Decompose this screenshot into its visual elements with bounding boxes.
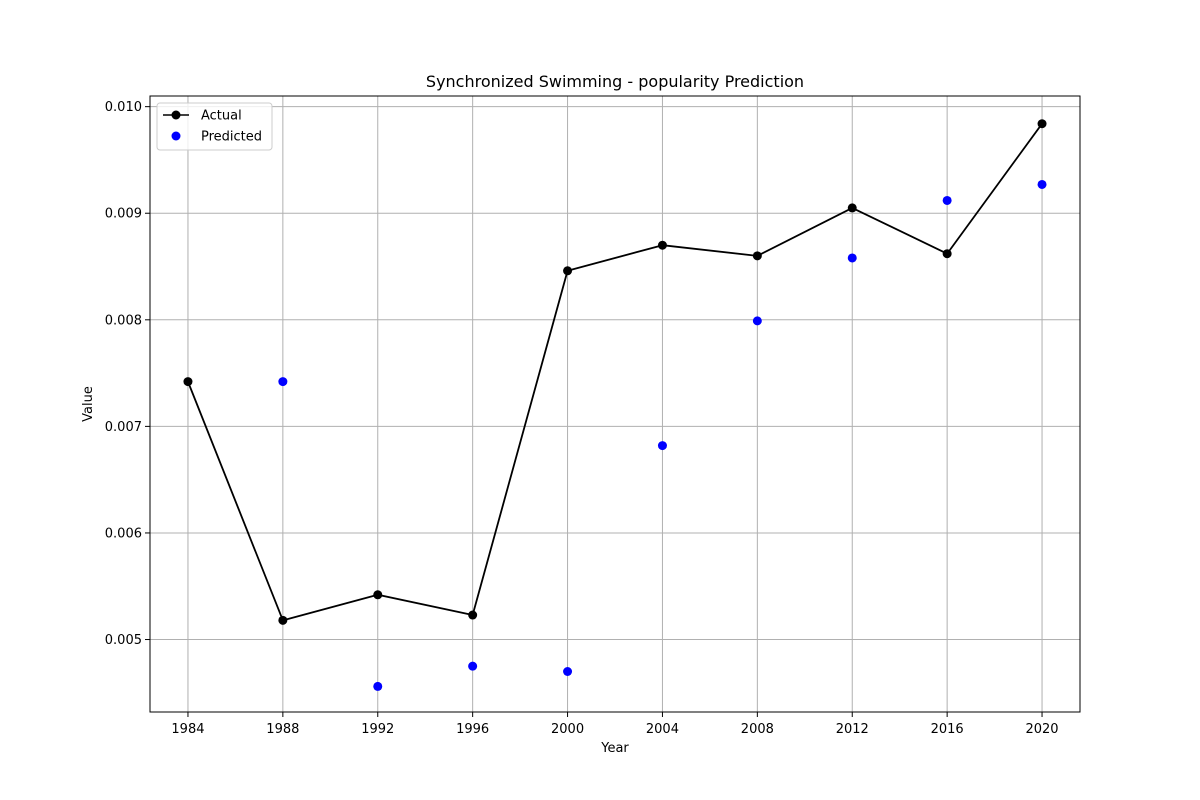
predicted-point <box>468 661 478 671</box>
y-tick-label: 0.006 <box>105 526 142 541</box>
x-axis-title: Year <box>600 741 629 756</box>
y-tick-label: 0.007 <box>105 420 142 435</box>
series-line-actual <box>187 123 1043 622</box>
x-tick-label: 2020 <box>1025 722 1058 737</box>
predicted-point <box>752 316 762 326</box>
x-tick-label: 1988 <box>266 722 299 737</box>
x-tick-label: 1996 <box>456 722 489 737</box>
predicted-point <box>657 441 667 451</box>
x-tick-label: 1984 <box>171 722 204 737</box>
y-axis-title: Value <box>81 386 96 422</box>
predicted-point <box>1037 179 1047 189</box>
predicted-point <box>373 681 383 691</box>
series-actual <box>183 119 1047 625</box>
plot-frame <box>149 95 1081 713</box>
y-tick-label: 0.010 <box>105 100 142 115</box>
actual-point <box>942 249 952 259</box>
actual-point <box>1037 119 1047 129</box>
y-tick-label: 0.009 <box>105 207 142 222</box>
x-tick-label: 2000 <box>551 722 584 737</box>
actual-point <box>563 266 573 276</box>
y-tick-label: 0.005 <box>105 633 142 648</box>
legend-actual-label: Actual <box>201 109 242 124</box>
chart-title: Synchronized Swimming - popularity Predi… <box>426 72 804 91</box>
x-tick-label: 2012 <box>836 722 869 737</box>
actual-point <box>183 377 193 387</box>
series-predicted <box>278 179 1047 691</box>
x-tick-label: 1992 <box>361 722 394 737</box>
x-tick-label: 2016 <box>931 722 964 737</box>
actual-point <box>752 251 762 261</box>
legend-actual-marker <box>171 110 181 120</box>
actual-point <box>468 610 478 620</box>
x-tick-label: 2008 <box>741 722 774 737</box>
y-tick-label: 0.008 <box>105 313 142 328</box>
legend-predicted-label: Predicted <box>201 130 262 145</box>
predicted-point <box>847 253 857 263</box>
legend-predicted-marker <box>171 131 181 141</box>
actual-point <box>373 590 383 600</box>
legend: Actual Predicted <box>156 102 273 151</box>
actual-point <box>657 240 667 250</box>
series-layer <box>183 119 1047 691</box>
x-axis-ticks: 1984 1988 1992 1996 2000 2004 2008 2012 2016 2020 <box>171 712 1059 737</box>
actual-point <box>278 615 288 625</box>
predicted-point <box>563 667 573 677</box>
predicted-point <box>942 195 952 205</box>
predicted-point <box>278 377 288 387</box>
actual-point <box>847 203 857 213</box>
y-axis-ticks: 0.005 0.006 0.007 0.008 0.009 0.010 <box>105 100 150 648</box>
x-tick-label: 2004 <box>646 722 679 737</box>
